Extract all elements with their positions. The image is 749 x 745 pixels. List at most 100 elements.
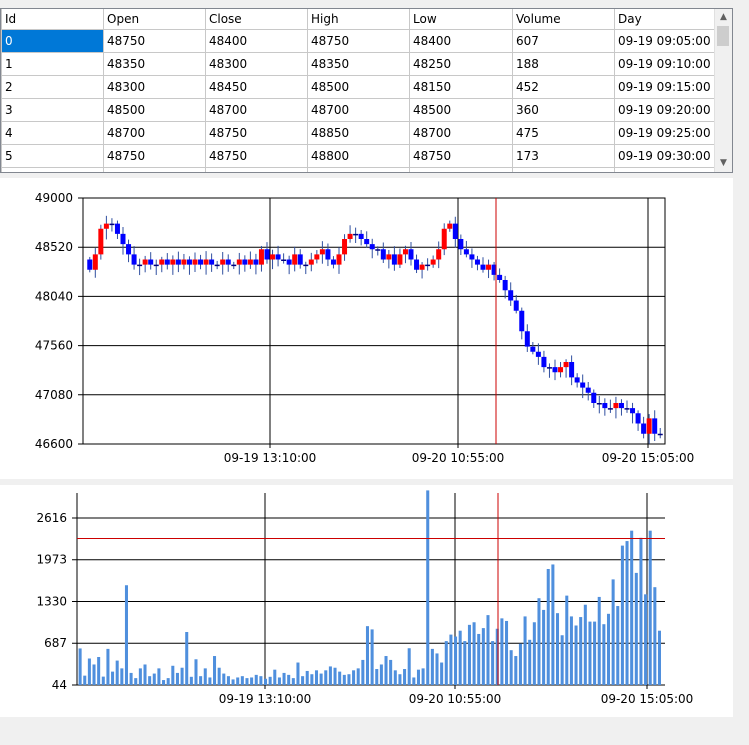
y-tick-label: 1973 [36,553,67,567]
candle-body [657,433,663,436]
volume-bar [129,672,133,685]
volume-bar-chart[interactable]: 2616 1973 1330 687 44 09-19 13:10:00 09-… [0,485,733,717]
x-tick-label: 09-20 10:55:00 [409,692,502,706]
volume-bar [579,617,583,685]
table-cell-close[interactable]: 48450 [205,75,308,99]
column-header-close[interactable]: Close [205,9,308,30]
table-cell-high[interactable]: 48800 [307,144,410,168]
table-cell-open[interactable]: 48300 [103,75,206,99]
table-cell-close[interactable]: 48400 [205,29,308,53]
table-cell-id[interactable]: 1 [1,52,104,76]
table-cell-open[interactable]: 48500 [103,98,206,122]
table-cell-day[interactable]: 09-19 09:15:00 [614,75,716,99]
volume-bar [166,678,170,685]
table-cell-low[interactable]: 48400 [409,29,513,53]
table-row[interactable]: 4 48700 48750 48850 48700 475 09-19 09:2… [1,121,716,145]
table-cell-day[interactable]: 09-19 09:10:00 [614,52,716,76]
table-cell-volume[interactable]: 475 [512,121,615,145]
table-cell-volume[interactable]: 173 [512,144,615,168]
table-cell-id[interactable]: 4 [1,121,104,145]
column-header-open[interactable]: Open [103,9,206,30]
table-row[interactable]: 1 48350 48300 48350 48250 188 09-19 09:1… [1,52,716,76]
table-cell-day[interactable]: 09-19 09:25:00 [614,121,716,145]
table-cell-close[interactable]: 48750 [205,121,308,145]
column-header-low[interactable]: Low [409,9,513,30]
candlestick-chart[interactable]: 49000 48520 48040 47560 47080 46600 09-1… [0,178,733,479]
table-cell-low[interactable]: 48700 [409,121,513,145]
volume-bar [342,674,346,685]
volume-chart-panel[interactable]: 2616 1973 1330 687 44 09-19 13:10:00 09-… [0,485,733,717]
table-cell-high[interactable]: 48750 [307,29,410,53]
table-cell-day[interactable]: 09-19 09:20:00 [614,98,716,122]
candle-body [342,239,348,255]
table-cell-id[interactable]: 3 [1,98,104,122]
table-cell-close[interactable]: 48700 [205,98,308,122]
table-cell-low[interactable]: 48250 [409,52,513,76]
volume-bar [398,674,402,685]
table-cell-open[interactable]: 48700 [103,121,206,145]
volume-bar [319,673,323,685]
volume-bar [115,660,119,685]
vertical-scrollbar[interactable]: ▲ ▼ [714,9,732,172]
table-cell-open[interactable]: 48750 [103,29,206,53]
table-cell-high[interactable]: 48350 [307,52,410,76]
table-row[interactable]: 5 48750 48750 48800 48750 173 09-19 09:3… [1,144,716,168]
column-header-volume[interactable]: Volume [512,9,615,30]
scroll-down-arrow-icon[interactable]: ▼ [720,158,727,168]
table-cell-low[interactable]: 48750 [409,144,513,168]
volume-bar [523,616,527,685]
column-header-day[interactable]: Day [614,9,716,30]
table-cell-low[interactable]: 48500 [409,98,513,122]
table-cell-high[interactable]: 48700 [307,98,410,122]
price-chart-panel[interactable]: 49000 48520 48040 47560 47080 46600 09-1… [0,178,733,479]
candle-body [397,254,403,265]
table-row[interactable] [1,167,716,172]
column-header-id[interactable]: Id [1,9,104,30]
table-row[interactable]: 0 48750 48400 48750 48400 607 09-19 09:0… [1,29,716,53]
table-cell-volume[interactable]: 452 [512,75,615,99]
table-cell-open[interactable]: 48350 [103,52,206,76]
candle-body [596,403,602,405]
volume-bar [310,674,314,685]
volume-bar [454,636,458,685]
table-cell-day[interactable]: 09-19 09:30:00 [614,144,716,168]
volume-bar [616,606,620,685]
candle-body [253,259,259,265]
table-cell-low[interactable]: 48150 [409,75,513,99]
volume-bar [143,664,147,685]
table-cell-day[interactable]: 09-19 09:05:00 [614,29,716,53]
table-cell-high[interactable]: 48850 [307,121,410,145]
volume-bar [435,653,439,685]
volume-bar [301,676,305,685]
candle-body [436,249,442,260]
table-row[interactable]: 2 48300 48450 48500 48150 452 09-19 09:1… [1,75,716,99]
candle-body [236,259,242,265]
scroll-up-arrow-icon[interactable]: ▲ [720,12,727,22]
candle-body [353,233,359,236]
data-grid[interactable]: Id Open Close High Low Volume Day 0 4875… [0,8,733,173]
table-cell-close[interactable]: 48750 [205,144,308,168]
table-cell-high[interactable]: 48500 [307,75,410,99]
table-cell-volume[interactable]: 360 [512,98,615,122]
volume-bar [542,609,546,685]
candle-body [541,356,547,368]
table-cell-open[interactable]: 48750 [103,144,206,168]
x-tick-label: 09-19 13:10:00 [224,451,317,465]
table-cell-close[interactable]: 48300 [205,52,308,76]
candle-body [153,264,159,267]
table-cell-volume[interactable]: 607 [512,29,615,53]
candle-body [114,223,120,234]
table-row[interactable]: 3 48500 48700 48700 48500 360 09-19 09:2… [1,98,716,122]
table-cell-id[interactable]: 5 [1,144,104,168]
volume-bar [314,670,319,685]
volume-bar [236,677,240,685]
candle-body [519,310,525,332]
scrollbar-thumb[interactable] [717,26,729,46]
volume-bar [171,665,175,685]
table-cell-id[interactable]: 0 [1,29,104,53]
table-cell-id[interactable]: 2 [1,75,104,99]
candle-body [530,346,536,352]
candle-body [635,413,641,424]
table-cell-volume[interactable]: 188 [512,52,615,76]
column-header-high[interactable]: High [307,9,410,30]
